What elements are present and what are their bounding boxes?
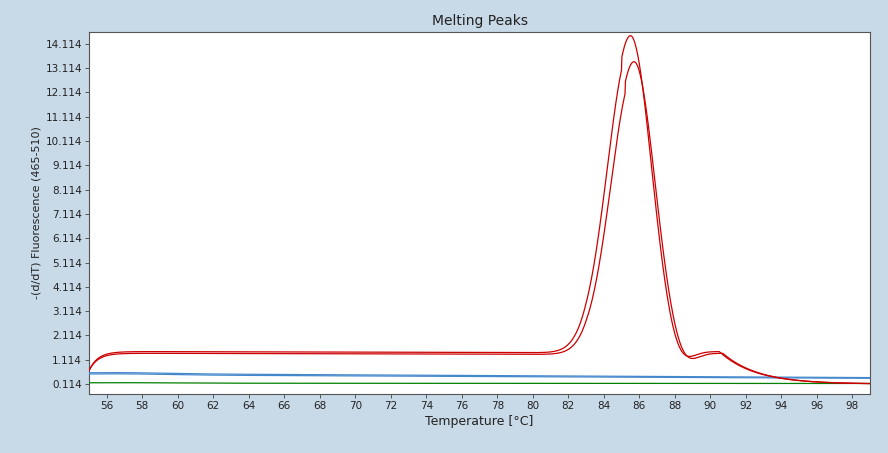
- Title: Melting Peaks: Melting Peaks: [432, 14, 527, 28]
- Y-axis label: -(d/dT) Fluorescence (465-510): -(d/dT) Fluorescence (465-510): [31, 126, 41, 299]
- X-axis label: Temperature [°C]: Temperature [°C]: [425, 415, 534, 428]
